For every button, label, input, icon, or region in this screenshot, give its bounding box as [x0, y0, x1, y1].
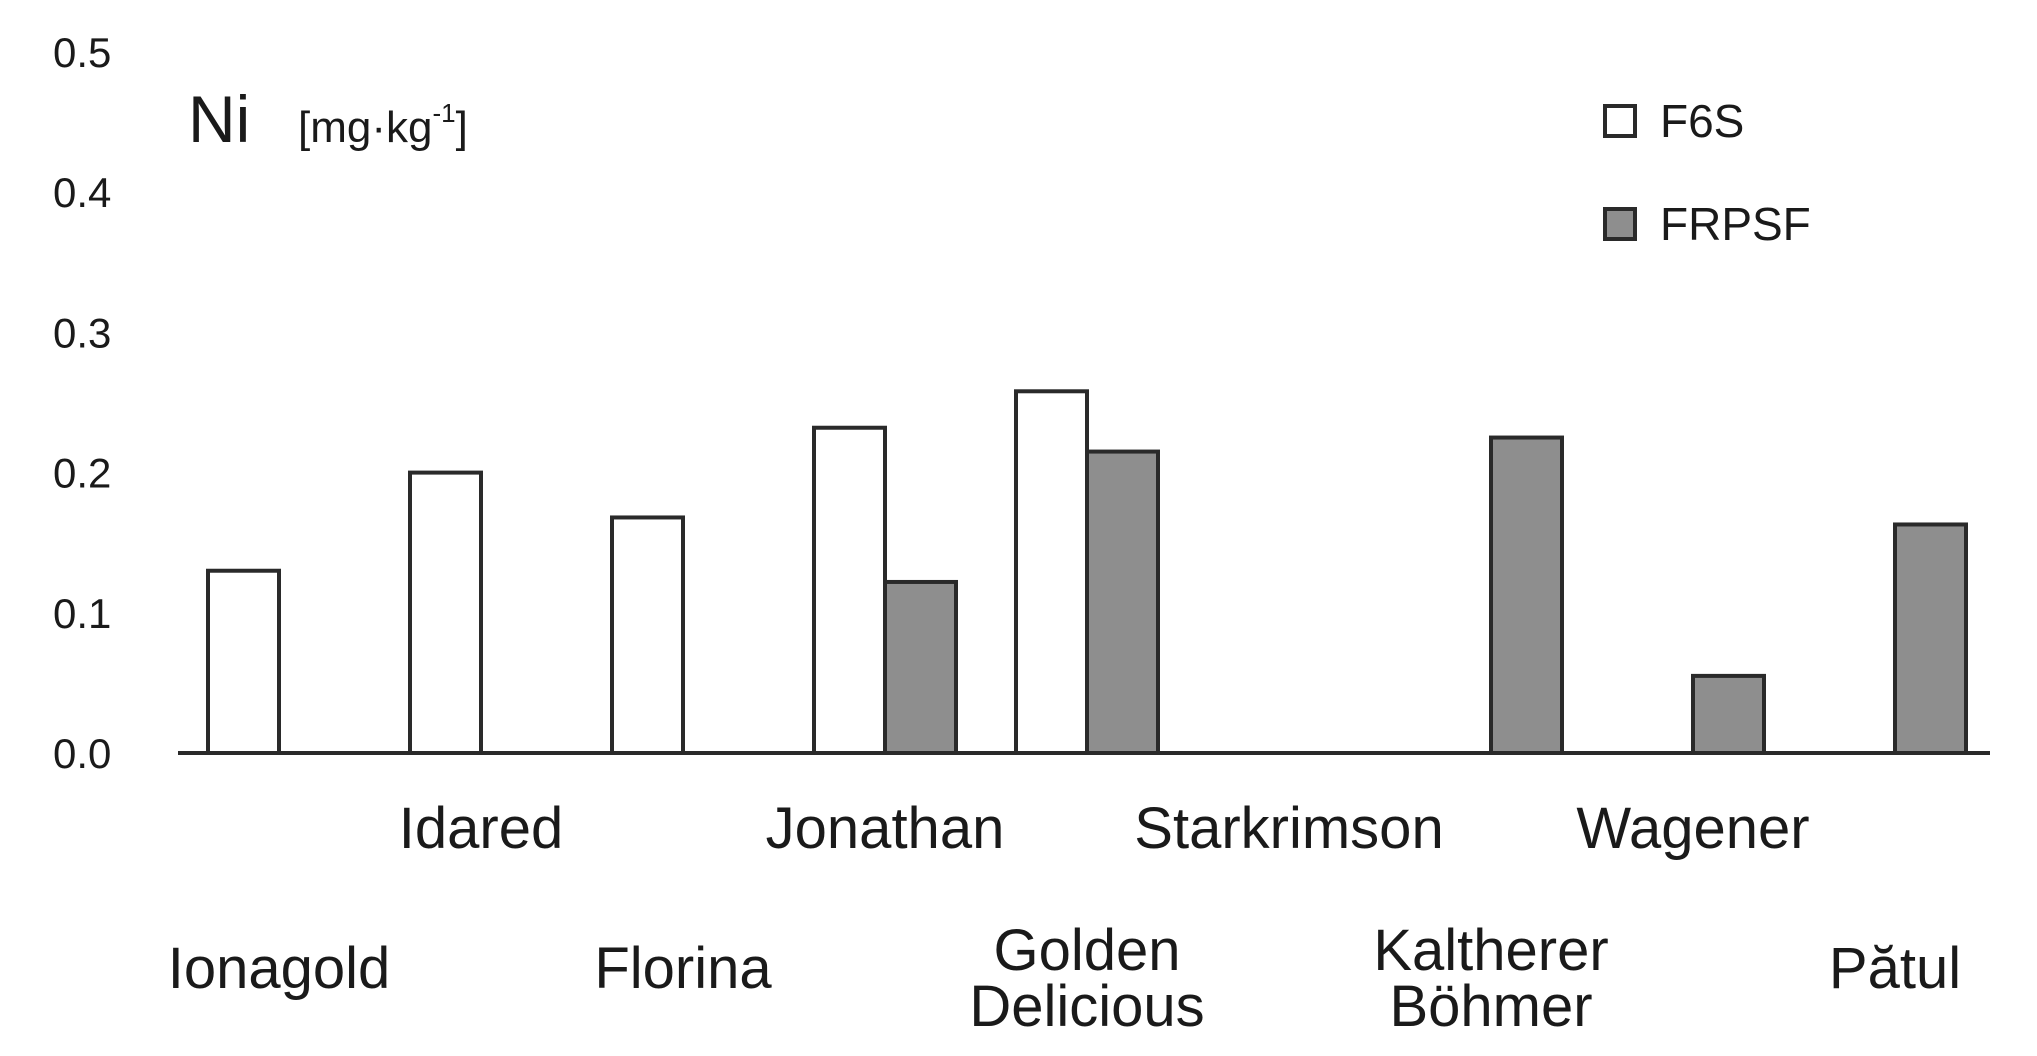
legend: F6S FRPSF: [1603, 95, 1811, 250]
legend-label-frpsf: FRPSF: [1660, 198, 1811, 250]
y-tick-label: 0.3: [53, 309, 111, 356]
bar-f6s: [408, 470, 483, 755]
legend-label-f6s: F6S: [1660, 95, 1744, 147]
bar-frpsf: [1893, 522, 1968, 755]
bar-f6s: [1014, 389, 1089, 755]
y-tick-label: 0.2: [53, 450, 111, 497]
category-label: Idared: [399, 796, 563, 861]
y-tick-label: 0.4: [53, 169, 111, 216]
y-axis-ticks: 0.0 0.1 0.2 0.3 0.4 0.5: [53, 29, 111, 777]
bar-f6s: [206, 568, 281, 755]
y-tick-label: 0.0: [53, 730, 111, 777]
category-label: Golden: [993, 918, 1180, 983]
legend-swatch-f6s: [1603, 104, 1637, 138]
category-label: Starkrimson: [1134, 796, 1443, 861]
bar-f6s: [610, 515, 685, 755]
bar-frpsf: [1085, 449, 1160, 755]
legend-swatch-frpsf: [1603, 207, 1637, 241]
category-label: Pătul: [1829, 936, 1961, 1001]
y-tick-label: 0.5: [53, 29, 111, 76]
bar-frpsf: [1691, 673, 1766, 756]
category-label: Wagener: [1576, 796, 1809, 861]
bars: [206, 389, 1968, 756]
bar-frpsf: [1489, 435, 1564, 755]
category-label: Jonathan: [766, 796, 1005, 861]
y-tick-label: 0.1: [53, 590, 111, 637]
bar-f6s: [812, 425, 887, 755]
category-label: Delicious: [969, 974, 1204, 1039]
bar-frpsf: [883, 579, 958, 755]
y-axis-unit: [mg·kg-1]: [298, 98, 468, 152]
y-axis-label: Ni: [188, 82, 250, 156]
category-label: Florina: [594, 936, 772, 1001]
category-labels: Ionagold Idared Florina Jonathan GoldenDelic…: [168, 796, 1961, 1039]
category-label: Böhmer: [1389, 974, 1592, 1039]
category-label: Kaltherer: [1373, 918, 1608, 983]
category-label: Ionagold: [168, 936, 391, 1001]
